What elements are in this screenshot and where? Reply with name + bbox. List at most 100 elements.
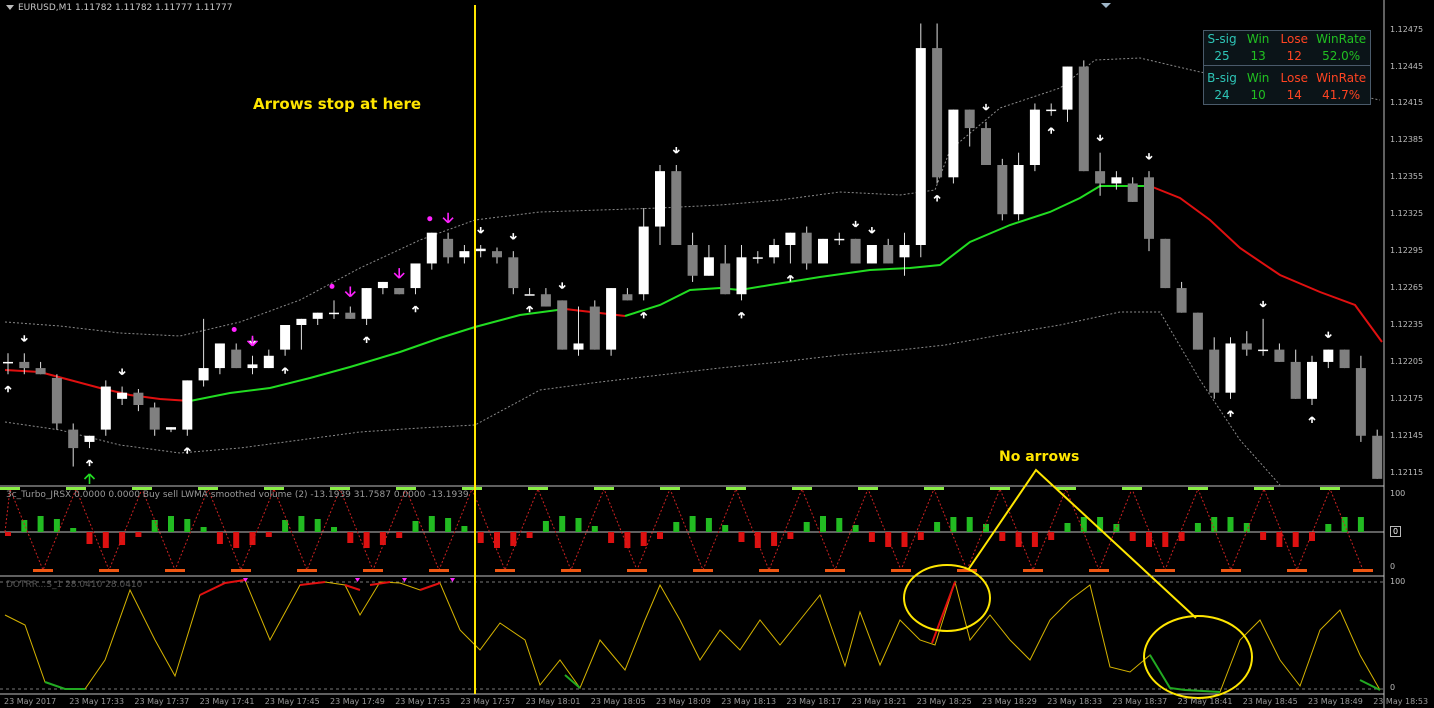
- candle-body: [1111, 177, 1122, 184]
- candle-body: [133, 392, 144, 405]
- histogram-bar-up: [836, 518, 843, 532]
- magenta-dot: [231, 326, 237, 332]
- extreme-marker: [429, 569, 449, 572]
- candle-body: [964, 109, 975, 129]
- time-axis-label: 23 May 18:53: [1373, 697, 1429, 706]
- candle-body: [377, 281, 388, 289]
- candle-body: [100, 386, 111, 430]
- histogram-bar-down: [640, 532, 647, 546]
- extreme-marker: [264, 487, 284, 490]
- candle-body: [769, 245, 780, 258]
- histogram-bar-down: [477, 532, 484, 543]
- extreme-marker: [1155, 569, 1175, 572]
- histogram-bar-up: [200, 527, 207, 532]
- annotation-no-arrows: No arrows: [999, 449, 1080, 465]
- histogram-bar-down: [1162, 532, 1169, 547]
- candle-body: [1274, 349, 1285, 362]
- histogram-bar-up: [168, 516, 174, 532]
- extreme-marker: [924, 487, 944, 490]
- extreme-marker: [330, 487, 350, 490]
- histogram-bar-down: [86, 532, 93, 544]
- histogram-bar-up: [37, 516, 44, 532]
- histogram-bar-up: [934, 522, 941, 532]
- time-axis-label: 23 May 17:37: [134, 697, 190, 706]
- sell-win-value: 13: [1250, 49, 1266, 63]
- histogram-bar-up: [852, 525, 859, 532]
- magenta-marker: [243, 578, 248, 582]
- extreme-marker: [99, 569, 119, 572]
- histogram-bar-up: [1243, 523, 1250, 532]
- extreme-marker: [627, 569, 647, 572]
- histogram-bar-up: [282, 520, 289, 532]
- price-axis-label: 1.12385: [1390, 135, 1424, 145]
- candle-body: [671, 171, 682, 245]
- histogram-bar-down: [608, 532, 615, 543]
- chart-menu-chevron-icon[interactable]: [6, 5, 14, 10]
- candle-body: [345, 312, 356, 319]
- histogram-bar-up: [673, 522, 680, 532]
- sell-signal-arrow-icon: [1324, 331, 1332, 339]
- histogram-bar-down: [787, 532, 794, 539]
- histogram-bar-up: [1227, 517, 1234, 532]
- histogram-bar-up: [1357, 517, 1364, 532]
- indicator1-axis-100: 100: [1390, 489, 1406, 498]
- buy-signal-arrow-icon: [786, 274, 794, 282]
- histogram-bar-down: [1031, 532, 1038, 547]
- price-axis-label: 1.12325: [1390, 209, 1424, 219]
- candle-body: [1127, 183, 1138, 202]
- time-axis-label: 23 May 17:45: [264, 697, 320, 706]
- moving-average-green-2: [624, 185, 1150, 317]
- candle-body: [785, 232, 796, 245]
- histogram-bar-up: [1080, 517, 1087, 532]
- histogram-bar-down: [1129, 532, 1136, 541]
- sell-signal-arrow-icon: [1259, 300, 1267, 308]
- candle-body: [834, 238, 845, 241]
- histogram-bar-down: [379, 532, 386, 545]
- candles-group: [3, 23, 1383, 479]
- sell-signal-arrow-icon: [982, 103, 990, 111]
- price-axis-label: 1.12445: [1390, 61, 1424, 71]
- histogram-bar-up: [184, 519, 191, 532]
- buy-signal-arrow-icon: [183, 447, 191, 454]
- histogram-bar-up: [1097, 517, 1104, 532]
- histogram-bar-down: [102, 532, 109, 548]
- price-axis-label: 1.12145: [1390, 430, 1424, 440]
- histogram-bar-down: [1309, 532, 1315, 541]
- indicator2-title: DOTRR...S_1 28.0410 28.0410: [6, 580, 143, 590]
- candle-body: [84, 435, 95, 442]
- candle-body: [638, 226, 649, 295]
- extreme-marker: [1254, 487, 1274, 490]
- histogram-bar-up: [298, 516, 305, 532]
- histogram-bar-down: [885, 532, 892, 547]
- candle-body: [1192, 312, 1203, 350]
- histogram-bar-up: [983, 524, 989, 532]
- time-axis-label: 23 May 18:45: [1242, 697, 1298, 706]
- sell-signal-arrow-icon: [1096, 134, 1104, 142]
- win-header: Win: [1246, 32, 1270, 46]
- candle-body: [687, 245, 698, 276]
- histogram-bar-down: [1292, 532, 1299, 547]
- candle-body: [981, 128, 991, 165]
- candle-body: [720, 263, 731, 295]
- sell-winrate-value: 52.0%: [1322, 49, 1361, 63]
- annotation-circle-right: [1143, 615, 1253, 699]
- time-axis-label: 23 May 18:21: [851, 697, 907, 706]
- candle-body: [540, 294, 551, 307]
- buy-header-row: B-sig Win Lose WinRate: [1204, 70, 1370, 87]
- candle-body: [703, 257, 714, 276]
- buy-values-row: 24 10 14 41.7%: [1204, 87, 1370, 104]
- candle-body: [1323, 349, 1334, 362]
- lose-header: Lose: [1280, 32, 1308, 46]
- time-axis-label: 23 May 18:13: [721, 697, 777, 706]
- time-axis-label: 23 May 18:49: [1308, 697, 1363, 706]
- extreme-marker: [297, 569, 317, 572]
- moving-average-green-1: [189, 308, 566, 402]
- signal-stats-panel: S-sig Win Lose WinRate 25 13 12 52.0% B-…: [1203, 30, 1371, 105]
- histogram-bar-down: [5, 532, 11, 536]
- magenta-sell-arrow-icon: [344, 286, 356, 298]
- indicator1-axis-zero-box: 0: [1390, 526, 1402, 537]
- time-axis-label: 23 May 2017: [4, 697, 57, 706]
- histogram-bar-down: [657, 532, 663, 539]
- top-scroll-marker[interactable]: [1101, 3, 1111, 8]
